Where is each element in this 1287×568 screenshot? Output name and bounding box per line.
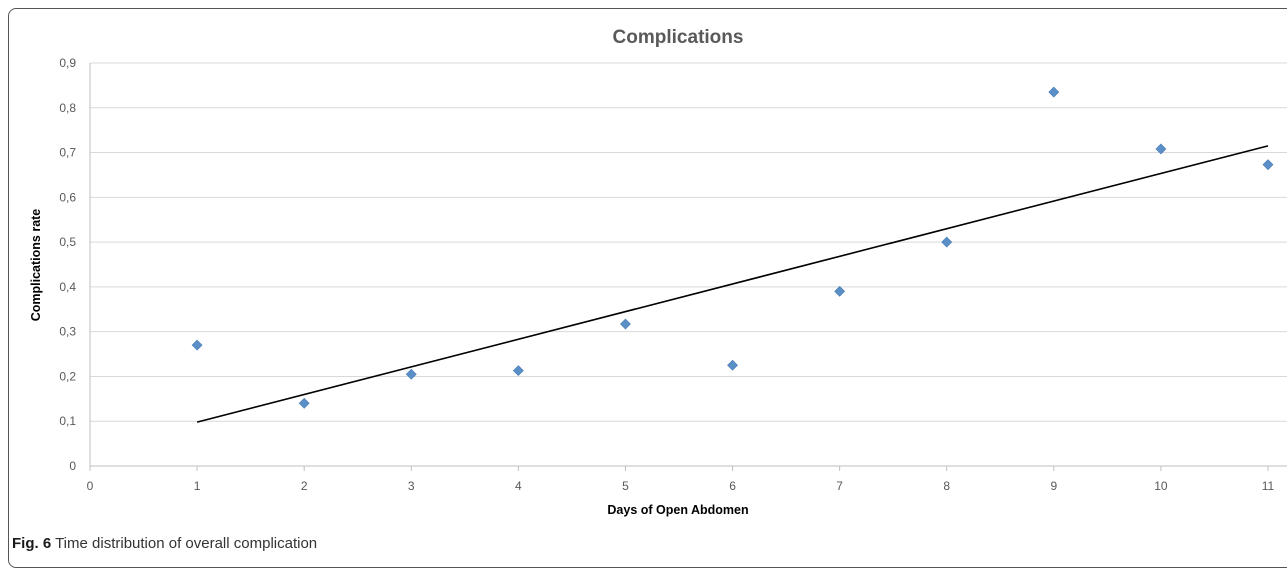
x-tick-label: 7 <box>836 479 843 493</box>
data-point <box>727 359 738 371</box>
data-point <box>1048 86 1060 98</box>
figure-caption-text: Time distribution of overall complicatio… <box>55 535 318 552</box>
y-tick-label: 0,3 <box>59 325 76 339</box>
y-tick-label: 0,2 <box>59 369 76 383</box>
x-tick-label: 2 <box>301 479 308 493</box>
trendline-group <box>196 145 1269 423</box>
x-tick-label: 9 <box>1050 479 1057 493</box>
x-axis-title: Days of Open Abdomen <box>607 503 748 517</box>
y-tick-labels: 0 0,1 0,2 0,3 0,4 0,5 0,6 0,7 0,8 0,9 <box>59 56 76 473</box>
y-tick-label: 0,1 <box>59 414 76 428</box>
data-point <box>834 285 846 297</box>
data-point <box>405 368 417 380</box>
x-tick-label: 1 <box>194 479 201 493</box>
data-points <box>191 86 1274 409</box>
data-point <box>512 365 524 377</box>
y-tick-label: 0,7 <box>59 146 76 160</box>
x-tick-label: 3 <box>408 479 415 493</box>
figure-label: Fig. 6 <box>12 535 52 552</box>
trendline <box>196 145 1269 423</box>
y-tick-label: 0,6 <box>59 190 76 204</box>
y-tick-label: 0,4 <box>59 280 76 294</box>
chart-title: Complications <box>613 27 744 48</box>
axes <box>89 63 1287 471</box>
x-tick-label: 8 <box>943 479 950 493</box>
y-tick-label: 0 <box>69 459 76 473</box>
y-tick-label: 0,8 <box>59 101 76 115</box>
figure-caption: Fig. 6 Time distribution of overall comp… <box>12 535 317 552</box>
data-point <box>298 397 310 409</box>
x-tick-label: 10 <box>1154 479 1168 493</box>
data-point <box>1155 143 1167 155</box>
x-tick-label: 6 <box>729 479 736 493</box>
x-tick-label: 5 <box>622 479 629 493</box>
scatter-chart: Complications 00,10,20,30,40,50,60,70,80… <box>29 27 1287 517</box>
x-tick-labels: 0 1 2 3 4 5 6 7 8 9 10 11 <box>87 479 1275 493</box>
y-axis-title: Complications rate <box>29 209 43 322</box>
gridlines <box>90 62 1287 422</box>
data-point <box>1262 159 1274 171</box>
data-point <box>620 318 631 330</box>
data-point <box>941 236 953 248</box>
data-point <box>191 339 203 351</box>
y-tick-label: 0,9 <box>59 56 76 70</box>
x-tick-label: 0 <box>87 479 94 493</box>
y-tick-label: 0,5 <box>59 235 76 249</box>
x-tick-label: 4 <box>515 479 522 493</box>
x-tick-label: 11 <box>1262 479 1275 493</box>
